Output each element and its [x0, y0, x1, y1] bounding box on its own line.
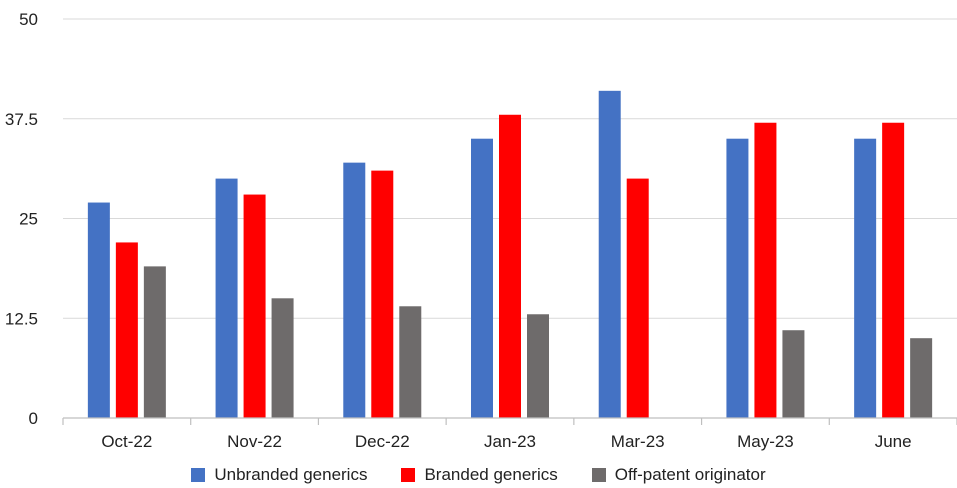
bar-branded-generics-oct-22	[115, 242, 138, 418]
bar-off-patent-originator-june	[910, 338, 933, 418]
legend-label: Branded generics	[424, 465, 558, 484]
bar-branded-generics-june	[882, 122, 905, 419]
legend-item-off-patent-originator: Off-patent originator	[591, 465, 766, 485]
x-tick-label: Nov-22	[227, 432, 282, 451]
bar-unbranded-generics-nov-22	[215, 178, 238, 418]
y-tick-label: 37.5	[5, 110, 38, 129]
legend-item-branded-generics: Branded generics	[401, 465, 558, 485]
bar-off-patent-originator-may-23	[782, 330, 805, 418]
bar-off-patent-originator-dec-22	[399, 306, 422, 418]
bar-branded-generics-dec-22	[371, 170, 394, 418]
y-tick-label: 50	[19, 10, 38, 29]
y-tick-label: 0	[29, 409, 38, 428]
bar-branded-generics-nov-22	[243, 194, 266, 418]
x-axis-ticks	[62, 418, 957, 425]
x-tick-label: Mar-23	[611, 432, 665, 451]
bar-unbranded-generics-dec-22	[343, 162, 366, 418]
bars	[87, 90, 933, 419]
x-tick-label: Dec-22	[355, 432, 410, 451]
bar-off-patent-originator-nov-22	[271, 298, 294, 418]
legend-swatch-off-patent-originator	[591, 468, 606, 482]
bar-unbranded-generics-june	[854, 138, 877, 418]
legend-swatch-branded-generics	[401, 468, 416, 482]
y-axis-tick-labels: 0 12.5 25 37.5 50	[5, 10, 38, 428]
y-tick-label: 25	[19, 210, 38, 229]
x-tick-label: Oct-22	[101, 432, 152, 451]
x-tick-label: June	[875, 432, 912, 451]
bar-chart: 0 12.5 25 37.5 50 Oct-22 Nov-22 Dec-22 Jan-23 Ma…	[5, 10, 957, 451]
legend-label: Unbranded generics	[214, 465, 368, 484]
bar-branded-generics-jan-23	[499, 114, 521, 418]
legend-swatch-unbranded-generics	[191, 468, 206, 482]
x-tick-label: Jan-23	[484, 432, 536, 451]
bar-unbranded-generics-oct-22	[87, 202, 110, 418]
bar-unbranded-generics-mar-23	[598, 90, 621, 418]
bar-off-patent-originator-jan-23	[527, 314, 549, 418]
legend-label: Off-patent originator	[614, 465, 766, 484]
legend-item-unbranded-generics: Unbranded generics	[191, 465, 367, 485]
bar-branded-generics-mar-23	[626, 178, 649, 418]
x-axis-tick-labels: Oct-22 Nov-22 Dec-22 Jan-23 Mar-23 May-23 June	[101, 432, 911, 451]
x-tick-label: May-23	[737, 432, 794, 451]
legend: Unbranded generics Branded generics Off-…	[0, 462, 957, 488]
bar-off-patent-originator-oct-22	[143, 266, 166, 418]
y-tick-label: 12.5	[5, 309, 38, 328]
bar-branded-generics-may-23	[754, 122, 777, 419]
bar-unbranded-generics-jan-23	[471, 138, 493, 418]
bar-unbranded-generics-may-23	[726, 138, 749, 418]
